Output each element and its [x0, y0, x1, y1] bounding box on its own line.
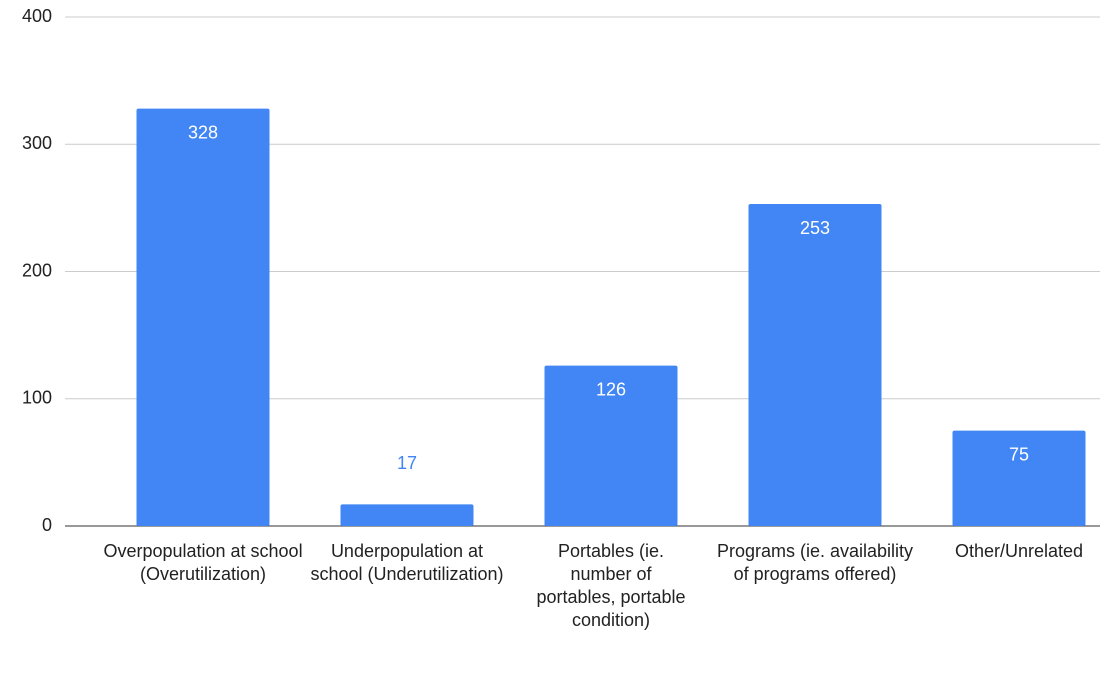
bar [952, 430, 1086, 526]
data-label: 17 [397, 453, 417, 473]
bar [748, 204, 882, 526]
y-tick-label: 0 [42, 515, 52, 535]
bar [136, 108, 270, 527]
bar [544, 365, 678, 526]
x-tick-label: Programs (ie. availability of programs o… [716, 541, 914, 584]
data-label: 75 [1009, 444, 1029, 464]
y-tick-label: 200 [22, 260, 52, 280]
x-tick-label: Other/Unrelated [954, 541, 1084, 561]
x-tick-label: Underpopulation at school (Underutilizat… [310, 541, 504, 584]
y-tick-label: 400 [22, 6, 52, 26]
data-label: 328 [188, 122, 218, 142]
x-tick-label: Overpopulation at school (Overutilizatio… [103, 541, 303, 584]
x-tick-label: Portables (ie. number of portables, port… [536, 541, 686, 630]
bar [340, 504, 474, 526]
data-label: 253 [800, 218, 830, 238]
y-tick-label: 100 [22, 388, 52, 408]
data-label: 126 [596, 379, 626, 399]
y-tick-label: 300 [22, 133, 52, 153]
